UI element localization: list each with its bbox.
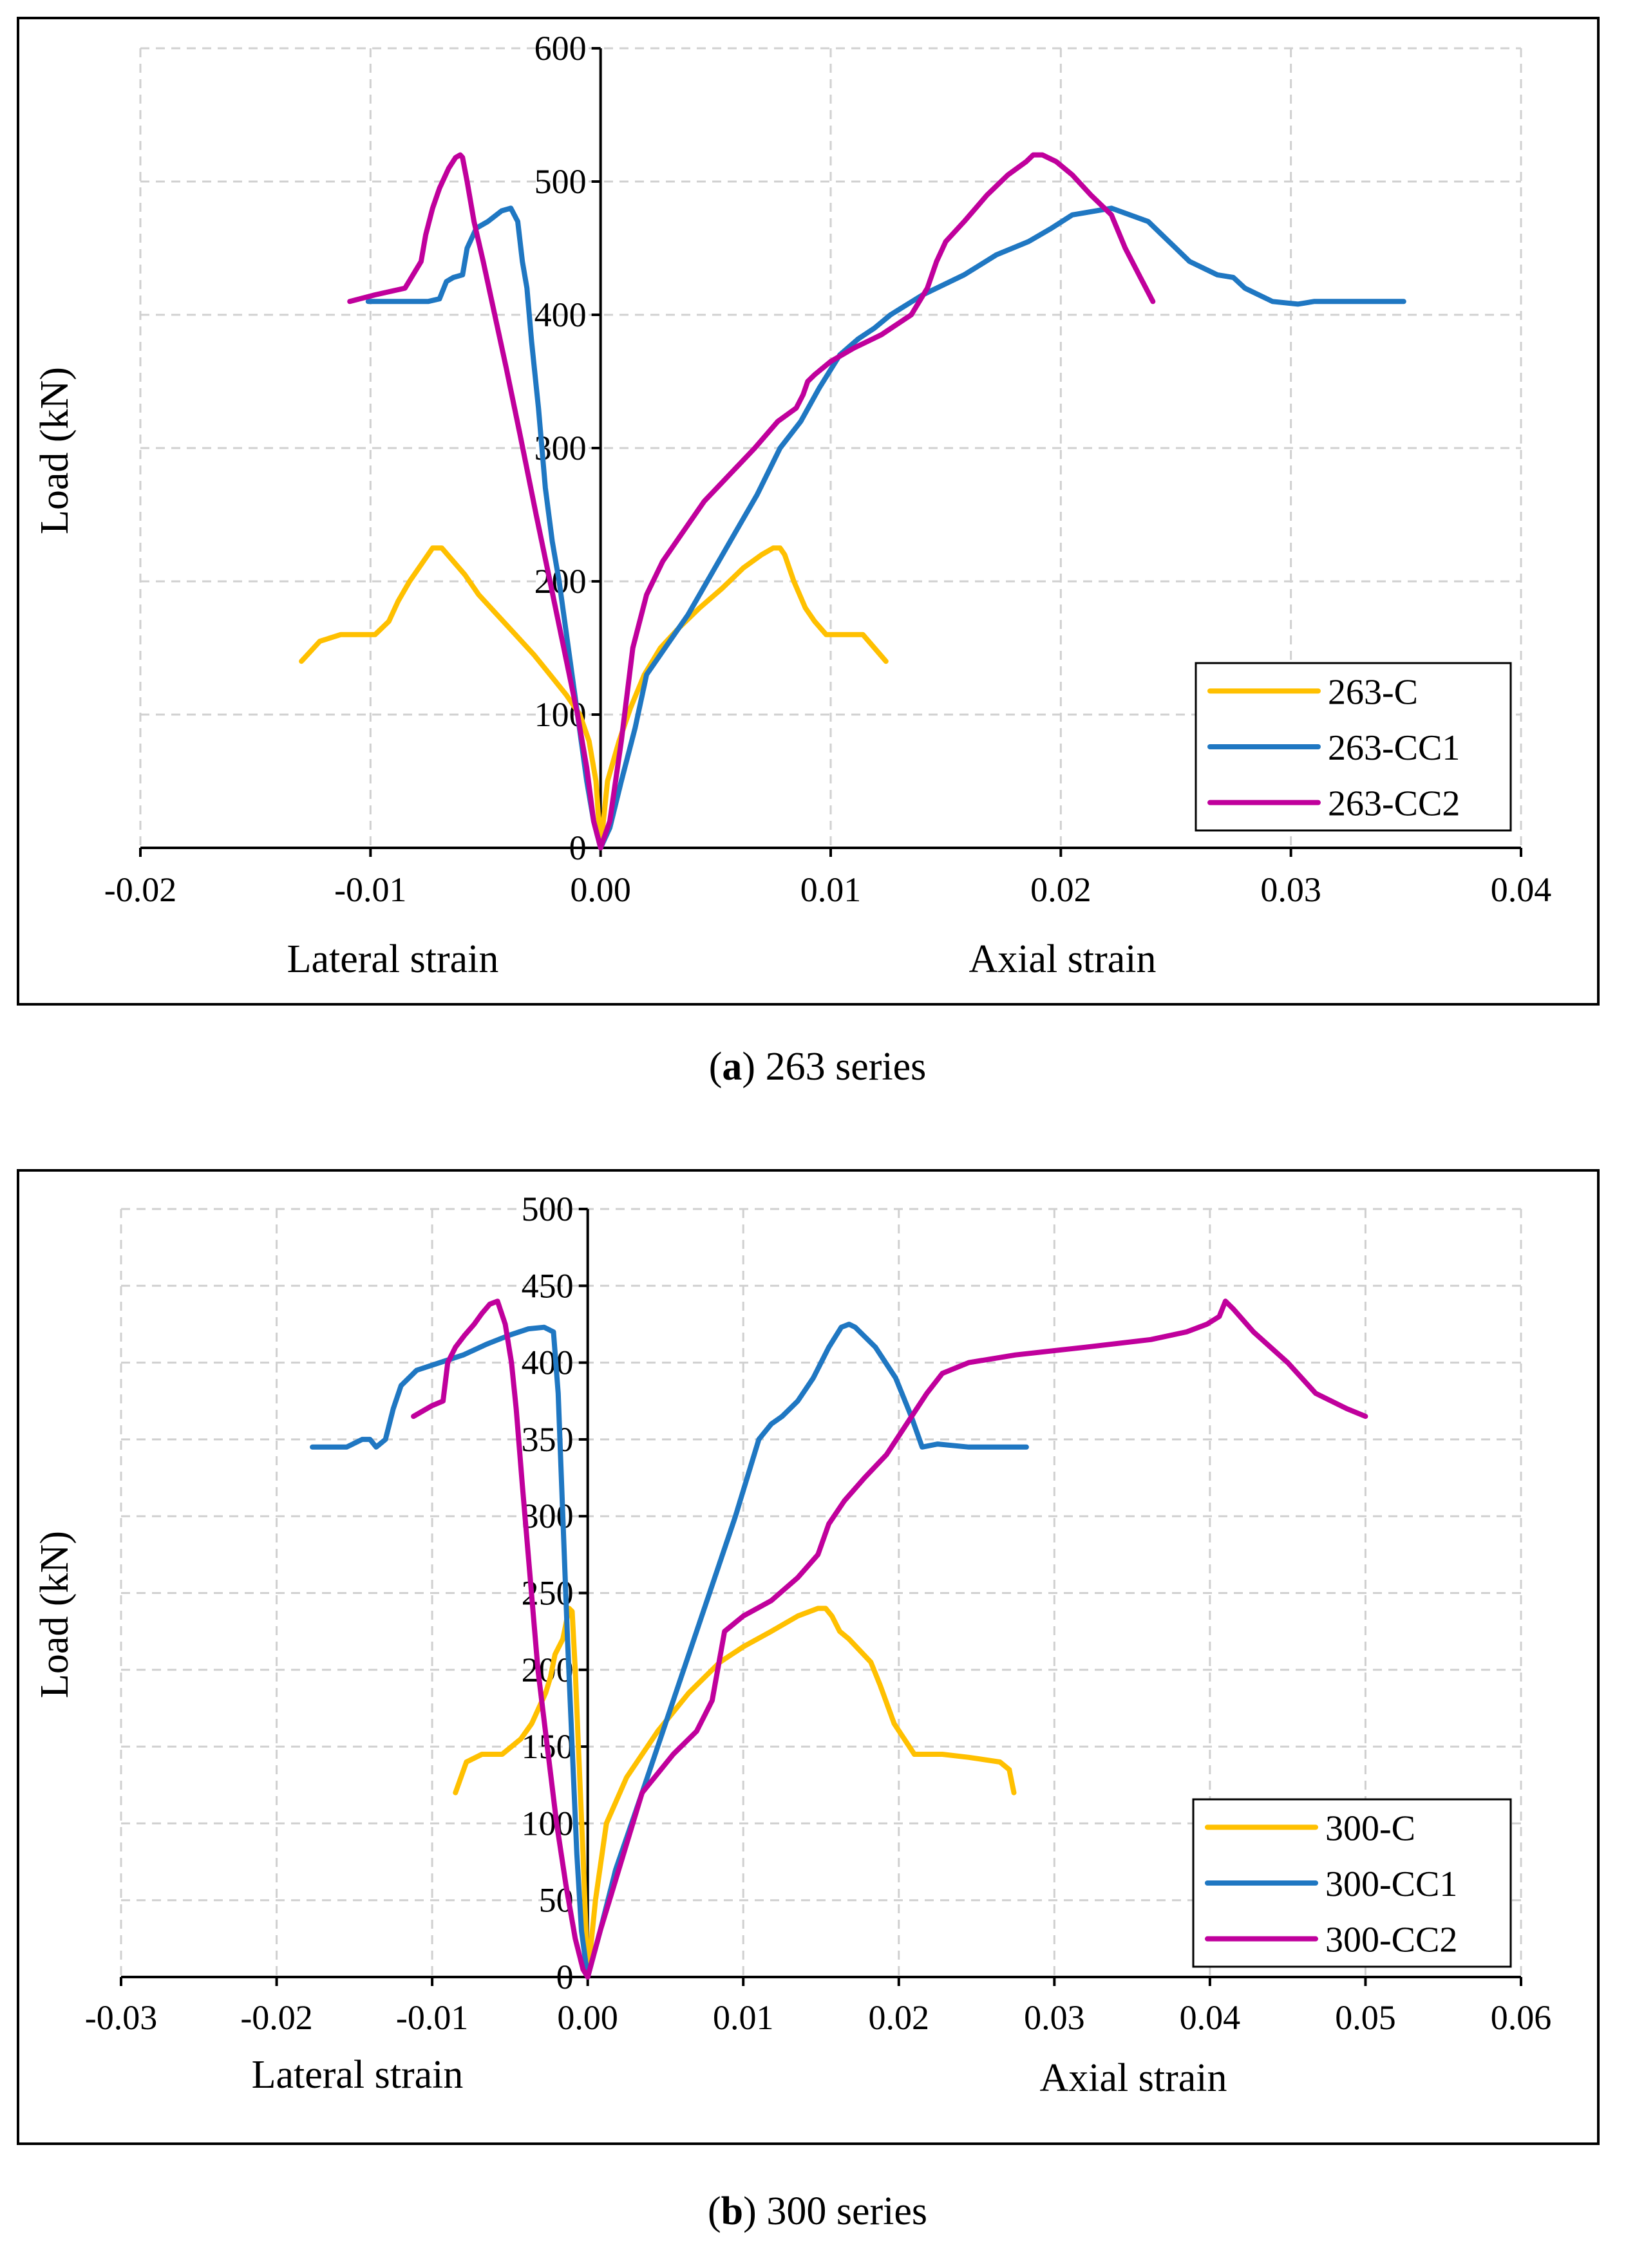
- x-tick-label: -0.02: [104, 870, 176, 909]
- caption-a: (a) 263 series: [708, 1045, 927, 1089]
- x-tick-label: 0.06: [1491, 1998, 1552, 2037]
- chart-frame: [17, 1169, 1600, 2145]
- series-line-300-CC2: [411, 1298, 1368, 1980]
- y-tick-label: 350: [522, 1420, 574, 1459]
- chart-frame: [17, 17, 1600, 1006]
- legend-label: 300-C: [1325, 1808, 1415, 1848]
- x-tick-label: 0.05: [1335, 1998, 1396, 2037]
- x-tick-label: 0.04: [1180, 1998, 1241, 2037]
- legend-label: 300-CC2: [1325, 1920, 1457, 1960]
- y-tick-label: 400: [522, 1344, 574, 1382]
- x-axis-label-lateral: Lateral strain: [252, 2053, 464, 2097]
- legend-label: 300-CC1: [1325, 1864, 1457, 1904]
- legend-label: 263-C: [1328, 672, 1418, 712]
- x-tick-label: -0.01: [396, 1998, 468, 2037]
- y-tick-label: 500: [534, 162, 587, 201]
- x-tick-label: 0.02: [869, 1998, 930, 2037]
- x-tick-label: 0.01: [800, 870, 862, 909]
- x-tick-label: -0.03: [85, 1998, 157, 2037]
- series-line-263-CC1: [365, 205, 1406, 850]
- x-axis-label-lateral: Lateral strain: [287, 937, 499, 981]
- chart-panel-b: -0.03 -0.02 -0.01 0.00 0.01 0.02 0.03 0.04 0.05 0…: [0, 1152, 1635, 2166]
- x-tick-label: 0.00: [570, 870, 631, 909]
- x-tick-label: 0.02: [1030, 870, 1092, 909]
- y-tick-label: 0: [556, 1958, 574, 1996]
- y-tick-label: 600: [534, 29, 587, 68]
- y-axis-label: Load (kN): [33, 1531, 77, 1698]
- x-tick-label: 0.04: [1491, 870, 1552, 909]
- chart-a: -0.02 -0.01 0.00 0.01 0.02 0.03 0.040100200300…: [17, 17, 1600, 1006]
- y-axis-label: Load (kN): [33, 367, 77, 534]
- x-tick-label: 0.03: [1024, 1998, 1085, 2037]
- series-line-300-C: [453, 1606, 1017, 1980]
- legend-label: 263-CC2: [1328, 784, 1460, 824]
- chart-b: -0.03 -0.02 -0.01 0.00 0.01 0.02 0.03 0.04 0.05 0…: [17, 1169, 1600, 2145]
- caption-b-text: 300 series: [756, 2189, 927, 2233]
- caption-b: (b) 300 series: [708, 2189, 927, 2233]
- caption-a-text: 263 series: [755, 1045, 927, 1089]
- caption-a-letter: a: [722, 1045, 742, 1089]
- x-axis-label-axial: Axial strain: [969, 937, 1157, 981]
- series-line-263-CC2: [347, 152, 1156, 850]
- x-tick-label: 0.01: [713, 1998, 774, 2037]
- x-tick-label: 0.03: [1260, 870, 1321, 909]
- y-tick-label: 500: [522, 1190, 574, 1228]
- x-axis-label-axial: Axial strain: [1040, 2056, 1227, 2100]
- x-tick-label: -0.02: [240, 1998, 312, 2037]
- caption-b-letter: b: [721, 2189, 744, 2233]
- y-tick-label: 400: [534, 295, 587, 334]
- legend-label: 263-CC1: [1328, 728, 1460, 768]
- x-tick-label: -0.01: [334, 870, 406, 909]
- series-line-300-CC1: [310, 1322, 1029, 1980]
- y-tick-label: 100: [522, 1804, 574, 1842]
- y-tick-label: 0: [569, 829, 587, 867]
- chart-panel-a: -0.02 -0.01 0.00 0.01 0.02 0.03 0.04 0 100 200 300…: [0, 0, 1635, 1033]
- y-tick-label: 450: [522, 1266, 574, 1305]
- x-tick-label: 0.00: [557, 1998, 618, 2037]
